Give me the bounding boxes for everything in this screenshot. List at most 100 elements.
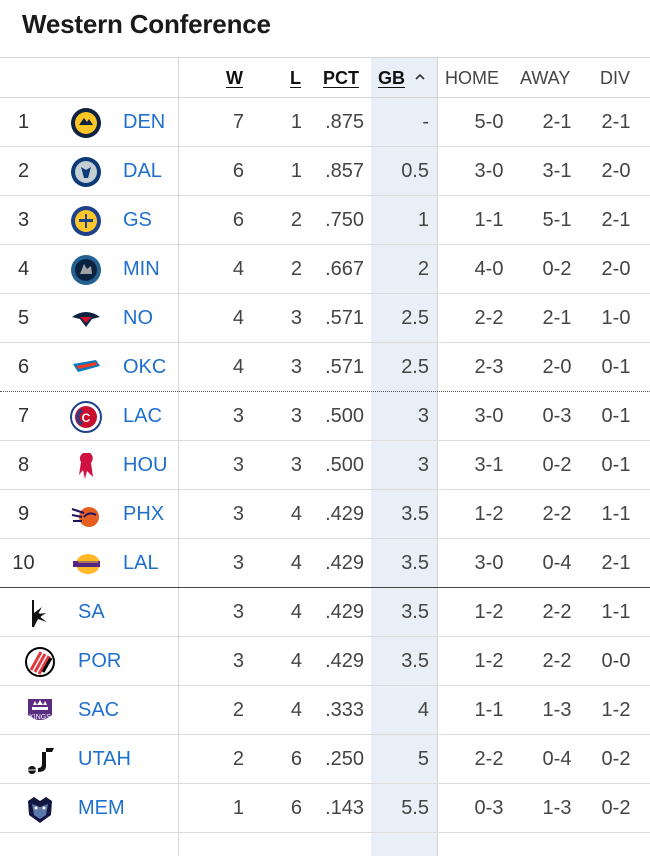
gb-cell: 3.5 [401, 601, 429, 623]
timberwolves-logo-icon[interactable] [70, 254, 102, 286]
table-row[interactable]: 7 C LAC 3 3 .500 3 3-0 0-3 0-1 [0, 392, 650, 441]
rank-cell: 3 [17, 209, 30, 231]
home-record-cell: 1-2 [474, 503, 504, 525]
pct-cell: .500 [325, 454, 364, 476]
home-record-cell: 0-3 [474, 797, 504, 819]
wins-cell: 2 [232, 748, 244, 770]
losses-cell: 4 [290, 699, 302, 721]
header-l[interactable]: L [290, 68, 301, 88]
thunder-logo-icon[interactable] [70, 352, 102, 384]
table-row[interactable]: 6 OKC 4 3 .571 2.5 2-3 2-0 0-1 [0, 343, 650, 392]
gb-cell: 3 [417, 405, 429, 427]
team-link[interactable]: PHX [123, 503, 165, 525]
home-record-cell: 4-0 [474, 258, 504, 280]
team-link[interactable]: HOU [123, 454, 168, 476]
team-link[interactable]: SAC [78, 699, 120, 721]
header-away: AWAY [520, 68, 571, 88]
lakers-logo-icon[interactable] [70, 548, 102, 580]
rank-cell: 2 [17, 160, 30, 182]
warriors-logo-icon[interactable] [70, 205, 102, 237]
team-link[interactable]: POR [78, 650, 122, 672]
team-link[interactable]: LAC [123, 405, 162, 427]
team-link[interactable]: GS [123, 209, 152, 231]
suns-logo-icon[interactable] [70, 499, 102, 531]
team-link[interactable]: NO [123, 307, 153, 329]
home-record-cell: 1-1 [474, 699, 504, 721]
away-record-cell: 5-1 [542, 209, 572, 231]
div-record-cell: 0-0 [601, 650, 631, 672]
table-row[interactable]: 9 PHX 3 4 .429 3.5 1-2 2-2 1-1 [0, 490, 650, 539]
mavericks-logo-icon[interactable] [70, 156, 102, 188]
nuggets-logo-icon[interactable] [70, 107, 102, 139]
table-row[interactable]: KINGS SAC 2 4 .333 4 1-1 1-3 1-2 [0, 686, 650, 735]
table-row[interactable]: 4 MIN 4 2 .667 2 4-0 0-2 2-0 [0, 245, 650, 294]
home-record-cell: 1-2 [474, 650, 504, 672]
away-record-cell: 0-4 [542, 748, 572, 770]
table-row[interactable]: SA 3 4 .429 3.5 1-2 2-2 1-1 [0, 588, 650, 637]
table-row[interactable]: UTAH 2 6 .250 5 2-2 0-4 0-2 [0, 735, 650, 784]
table-header: W L PCT GB HOME AWAY DIV [0, 57, 650, 98]
table-row[interactable]: 1 DEN 7 1 .875 - 5-0 2-1 2-1 [0, 98, 650, 147]
wins-cell: 3 [232, 552, 244, 574]
table-row[interactable]: 8 HOU 3 3 .500 3 3-1 0-2 0-1 [0, 441, 650, 490]
header-gb[interactable]: GB [378, 68, 405, 88]
div-record-cell: 2-0 [601, 258, 631, 280]
home-record-cell: 3-0 [474, 405, 504, 427]
losses-cell: 3 [290, 307, 302, 329]
header-pct[interactable]: PCT [323, 68, 359, 88]
away-record-cell: 2-1 [542, 307, 572, 329]
pct-cell: .875 [325, 111, 364, 133]
div-record-cell: 0-2 [601, 797, 631, 819]
gb-cell: 2 [417, 258, 429, 280]
gb-column-highlight [371, 57, 437, 856]
pct-cell: .143 [325, 797, 364, 819]
losses-cell: 1 [290, 160, 302, 182]
rank-cell: 8 [17, 454, 30, 476]
team-link[interactable]: SA [78, 601, 105, 623]
rockets-logo-icon[interactable] [70, 450, 102, 482]
away-record-cell: 2-1 [542, 111, 572, 133]
wins-cell: 4 [232, 258, 244, 280]
table-row[interactable]: POR 3 4 .429 3.5 1-2 2-2 0-0 [0, 637, 650, 686]
team-link[interactable]: MIN [123, 258, 160, 280]
table-row[interactable]: 5 NO 4 3 .571 2.5 2-2 2-1 1-0 [0, 294, 650, 343]
team-link[interactable]: LAL [123, 552, 159, 574]
kings-logo-icon[interactable]: KINGS [24, 695, 56, 727]
sort-ascending-icon[interactable] [413, 70, 427, 84]
pct-cell: .250 [325, 748, 364, 770]
gb-cell: 3.5 [401, 503, 429, 525]
rank-cell: 1 [17, 111, 30, 133]
blazers-logo-icon[interactable] [24, 646, 56, 678]
away-record-cell: 1-3 [542, 797, 572, 819]
away-record-cell: 3-1 [542, 160, 572, 182]
header-w[interactable]: W [226, 68, 243, 88]
spurs-logo-icon[interactable] [24, 597, 56, 629]
losses-cell: 4 [290, 650, 302, 672]
gb-cell: 0.5 [401, 160, 429, 182]
table-row[interactable]: MEM 1 6 .143 5.5 0-3 1-3 0-2 [0, 784, 650, 833]
pelicans-logo-icon[interactable] [70, 303, 102, 335]
team-column-divider [178, 57, 179, 856]
div-record-cell: 0-1 [601, 405, 631, 427]
grizzlies-logo-icon[interactable] [24, 793, 56, 825]
team-link[interactable]: DEN [123, 111, 166, 133]
team-link[interactable]: OKC [123, 356, 167, 378]
team-link[interactable]: MEM [78, 797, 125, 819]
home-record-cell: 1-1 [474, 209, 504, 231]
wins-cell: 6 [232, 160, 244, 182]
gb-cell: 5.5 [401, 797, 429, 819]
header-div: DIV [600, 68, 631, 88]
table-row[interactable]: 3 GS 6 2 .750 1 1-1 5-1 2-1 [0, 196, 650, 245]
table-row[interactable]: 10 LAL 3 4 .429 3.5 3-0 0-4 2-1 [0, 539, 650, 588]
away-record-cell: 0-2 [542, 258, 572, 280]
losses-cell: 3 [290, 356, 302, 378]
clippers-logo-icon[interactable]: C [70, 401, 102, 433]
rank-cell: 9 [17, 503, 30, 525]
losses-cell: 4 [290, 503, 302, 525]
pct-cell: .750 [325, 209, 364, 231]
table-row[interactable]: 2 DAL 6 1 .857 0.5 3-0 3-1 2-0 [0, 147, 650, 196]
team-link[interactable]: DAL [123, 160, 162, 182]
away-record-cell: 0-3 [542, 405, 572, 427]
jazz-logo-icon[interactable] [24, 744, 56, 776]
team-link[interactable]: UTAH [78, 748, 131, 770]
